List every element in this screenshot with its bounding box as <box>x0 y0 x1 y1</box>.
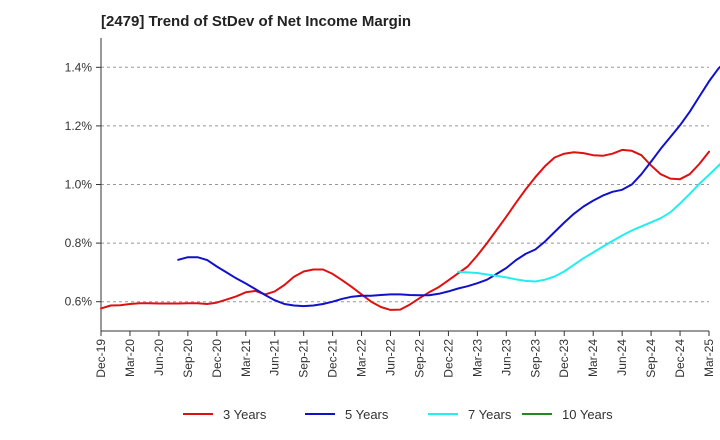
grid-lines <box>101 66 709 303</box>
legend-label: 10 Years <box>562 407 613 422</box>
series-line-5-years <box>177 65 720 308</box>
y-tick-label: 0.8% <box>65 236 93 250</box>
x-tick-label: Jun-23 <box>499 339 513 376</box>
x-tick-label: Sep-24 <box>644 339 658 378</box>
y-tick-label: 0.6% <box>65 295 93 309</box>
axes <box>96 38 710 336</box>
x-tick-labels: Dec-19 Mar-20 Jun-20 Sep-20 Dec-20 Mar-21 Jun-… <box>94 339 716 378</box>
x-tick-label: Dec-22 <box>441 339 455 378</box>
x-tick-label: Jun-21 <box>268 339 282 376</box>
legend-label: 5 Years <box>345 407 389 422</box>
x-tick-label: Dec-21 <box>326 339 340 378</box>
series-lines <box>100 65 720 311</box>
legend-label: 7 Years <box>468 407 512 422</box>
x-tick-label: Mar-21 <box>239 339 253 377</box>
x-tick-label: Mar-22 <box>355 339 369 377</box>
y-tick-label: 1.0% <box>65 178 93 192</box>
x-tick-label: Mar-25 <box>702 339 716 377</box>
y-tick-label: 1.2% <box>65 119 93 133</box>
series-line-7-years <box>457 162 720 283</box>
x-tick-label: Mar-20 <box>123 339 137 377</box>
x-tick-label: Jun-22 <box>384 339 398 376</box>
x-tick-label: Dec-23 <box>557 339 571 378</box>
series-line-3-years <box>100 148 710 311</box>
legend-label: 3 Years <box>223 407 267 422</box>
chart-title: [2479] Trend of StDev of Net Income Marg… <box>101 13 412 30</box>
y-tick-label: 1.4% <box>65 60 93 74</box>
legend: 3 Years 5 Years 7 Years 10 Years <box>183 407 613 422</box>
x-tick-label: Jun-20 <box>152 339 166 376</box>
x-tick-label: Mar-24 <box>586 339 600 377</box>
y-tick-labels: 0.6% 0.8% 1.0% 1.2% 1.4% <box>65 60 93 308</box>
x-tick-label: Dec-19 <box>94 339 108 378</box>
x-tick-label: Sep-20 <box>181 339 195 378</box>
x-tick-label: Dec-24 <box>673 339 687 378</box>
x-tick-label: Jun-24 <box>615 339 629 376</box>
x-tick-label: Sep-23 <box>528 339 542 378</box>
x-tick-label: Sep-22 <box>412 339 426 378</box>
x-tick-label: Dec-20 <box>210 339 224 378</box>
x-tick-label: Mar-23 <box>470 339 484 377</box>
x-tick-label: Sep-21 <box>297 339 311 378</box>
